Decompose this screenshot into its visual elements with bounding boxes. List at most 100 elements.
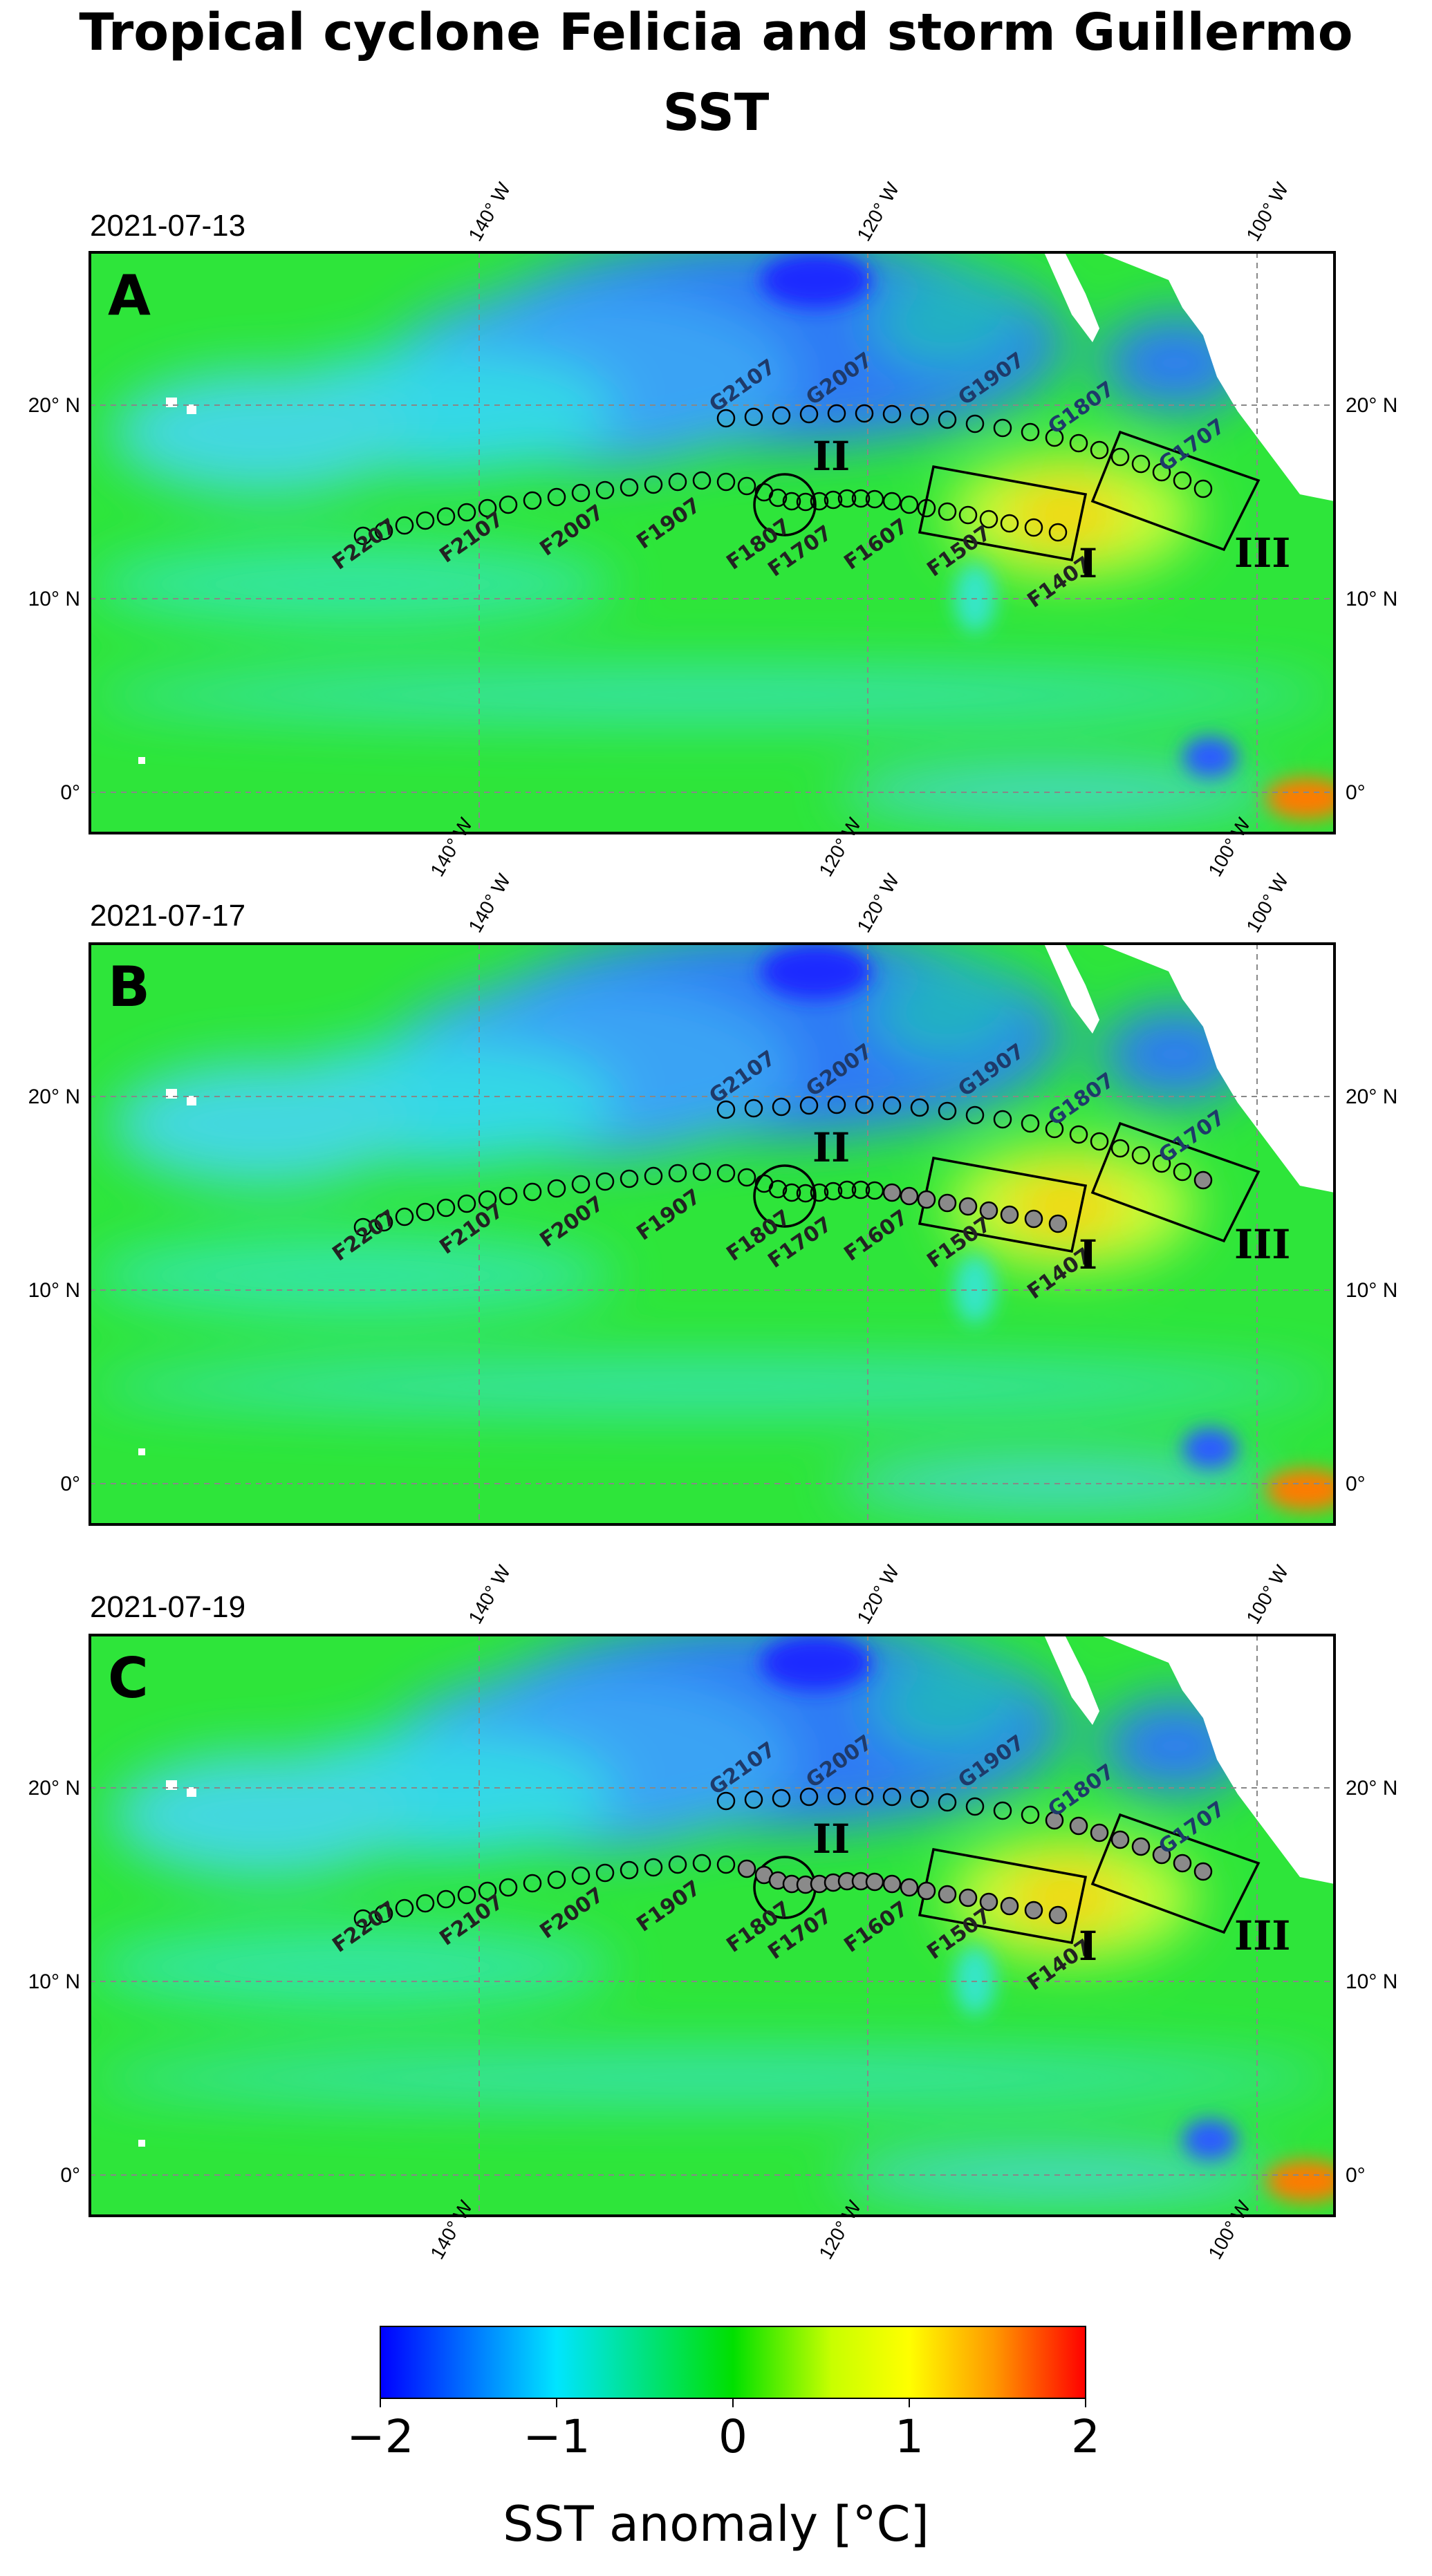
felicia-track-point (716, 1164, 736, 1183)
guillermo-track-point (993, 1110, 1012, 1129)
felicia-track-point (395, 516, 414, 535)
panel-b-date: 2021-07-17 (90, 899, 246, 933)
felicia-track-point (938, 1885, 957, 1904)
guillermo-track-point (827, 1095, 846, 1114)
felicia-track-point (457, 1885, 476, 1905)
guillermo-track-point (855, 1095, 874, 1114)
latitude-label: 0° (1346, 2164, 1366, 2187)
felicia-track-point (395, 1207, 414, 1226)
felicia-track-point (824, 1182, 843, 1201)
felicia-track-point (865, 489, 884, 509)
longitude-label: 140° W (464, 178, 514, 245)
region-label-ii: II (812, 433, 850, 480)
latitude-label: 20° N (1346, 1085, 1397, 1108)
felicia-track-point (571, 1175, 591, 1194)
felicia-track-point (810, 492, 829, 511)
felicia-track-point (716, 1855, 736, 1874)
latitude-label: 10° N (1346, 588, 1397, 610)
guillermo-track-point (1173, 471, 1192, 490)
felicia-track-point (478, 1190, 497, 1209)
felicia-track-point (917, 1190, 936, 1209)
region-label-i: I (1079, 1231, 1097, 1278)
latitude-label: 0° (60, 2164, 80, 2187)
felicia-track-point (547, 1870, 566, 1889)
colorbar-tick-label: 1 (895, 2410, 924, 2463)
felicia-track-point (620, 1860, 639, 1880)
guillermo-track-point (1193, 1170, 1213, 1190)
felicia-track-point (595, 480, 615, 500)
felicia-track-point (716, 472, 736, 492)
longitude-label: 100° W (1242, 1561, 1292, 1627)
felicia-track-point (796, 492, 815, 512)
felicia-track-point (416, 1202, 435, 1222)
latitude-label: 0° (1346, 1473, 1366, 1495)
guillermo-track-point (744, 1790, 763, 1809)
felicia-track-point (824, 490, 843, 510)
felicia-track-point (478, 498, 497, 518)
felicia-track-point (499, 1186, 518, 1206)
region-label-iii: III (1234, 530, 1290, 577)
latitude-label: 20° N (1346, 394, 1397, 417)
guillermo-track-point (1152, 1154, 1171, 1173)
felicia-track-point (782, 1183, 801, 1202)
guillermo-track-point (799, 1096, 819, 1115)
felicia-track-point (595, 1172, 615, 1191)
guillermo-track-point (1090, 1823, 1109, 1842)
felicia-track-point (979, 1892, 998, 1912)
guillermo-track-point (855, 1786, 874, 1806)
longitude-label: 100° W (1242, 870, 1292, 936)
latitude-label: 20° N (1346, 1777, 1397, 1800)
guillermo-track-point (1152, 463, 1171, 482)
guillermo-track-point (827, 1786, 846, 1806)
latitude-label: 0° (60, 1473, 80, 1495)
felicia-track-point (353, 1909, 373, 1928)
guillermo-track-point (1021, 422, 1040, 442)
felicia-track-point (1000, 1205, 1019, 1224)
guillermo-track-point (1045, 428, 1064, 447)
felicia-track-point (979, 510, 998, 529)
latitude-label: 0° (60, 781, 80, 804)
guillermo-track-point (1193, 1862, 1213, 1881)
felicia-track-point (796, 1184, 815, 1203)
guillermo-track-point (882, 1787, 902, 1807)
colorbar-title: SST anomaly [°C] (503, 2496, 929, 2552)
felicia-track-point (644, 475, 663, 494)
guillermo-track-point (1193, 479, 1213, 498)
guillermo-track-point (965, 414, 985, 433)
felicia-track-point (644, 1166, 663, 1186)
felicia-track-point (457, 1194, 476, 1213)
felicia-track-point (938, 1193, 957, 1213)
colorbar-tick-label: 2 (1071, 2410, 1100, 2463)
felicia-track-point (620, 1169, 639, 1188)
panel-letter: B (108, 955, 150, 1019)
latitude-label: 10° N (28, 588, 80, 610)
panel-c-date: 2021-07-19 (90, 1590, 246, 1624)
panel-letter: C (108, 1646, 149, 1710)
felicia-track-point (571, 1866, 591, 1885)
felicia-track-point (958, 505, 978, 525)
felicia-track-point (374, 1213, 393, 1232)
guillermo-track-point (1110, 447, 1130, 467)
guillermo-track-point (1045, 1119, 1064, 1139)
colorbar (380, 2326, 1086, 2407)
guillermo-track-point (1131, 1146, 1151, 1165)
guillermo-track-point (1069, 1125, 1088, 1144)
felicia-track-point (436, 1198, 456, 1217)
felicia-track-point (1048, 523, 1068, 542)
guillermo-track-point (1173, 1854, 1192, 1873)
panel-letter: A (108, 263, 151, 328)
felicia-track-point (865, 1181, 884, 1200)
latitude-label: 20° N (28, 394, 80, 417)
guillermo-track-point (910, 1789, 929, 1809)
guillermo-track-point (799, 404, 819, 424)
felicia-track-point (837, 1180, 857, 1200)
guillermo-track-point (799, 1787, 819, 1807)
felicia-track-point (900, 495, 919, 514)
felicia-track-point (737, 476, 756, 496)
felicia-track-point (882, 1874, 902, 1894)
latitude-label: 20° N (28, 1777, 80, 1800)
felicia-track-point (1000, 1896, 1019, 1916)
guillermo-track-point (1021, 1805, 1040, 1824)
figure-title: Tropical cyclone Felicia and storm Guill… (79, 3, 1353, 62)
